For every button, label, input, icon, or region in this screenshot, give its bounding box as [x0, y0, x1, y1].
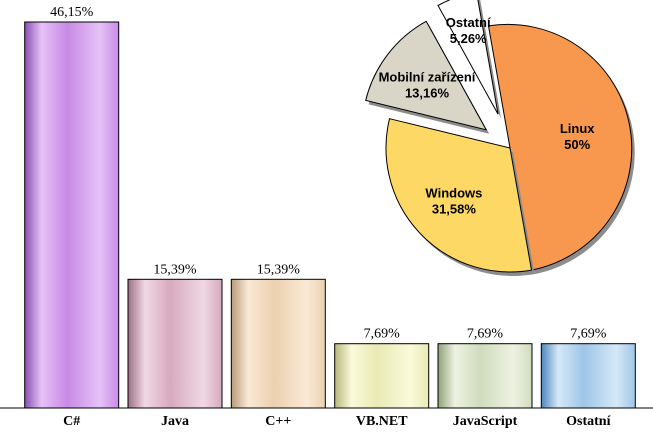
pie-slice-label-1: Windows	[425, 186, 482, 201]
category-label-5: Ostatní	[566, 414, 611, 429]
bar-value-label-2: 15,39%	[257, 262, 301, 277]
category-label-4: JavaScript	[453, 414, 518, 429]
pie-slice-label-0: Linux	[560, 121, 595, 136]
pie-slice-value-3: 5,26%	[450, 31, 487, 46]
bar-4	[437, 343, 533, 409]
bar-2	[230, 278, 326, 409]
pie-slice-value-0: 50%	[564, 137, 590, 152]
bar-0	[24, 21, 120, 409]
bar-value-label-1: 15,39%	[153, 262, 197, 277]
bar-value-label-5: 7,69%	[570, 327, 607, 342]
pie-slice-value-2: 13,16%	[405, 86, 450, 101]
pie-slice-2	[365, 20, 488, 131]
pie-slice-0	[487, 23, 633, 271]
category-label-1: Java	[161, 414, 189, 429]
pie-slice-label-2: Mobilní zařízení	[379, 70, 476, 85]
category-label-3: VB.NET	[356, 414, 408, 429]
bar-value-label-4: 7,69%	[467, 327, 504, 342]
pie-slice-3	[437, 0, 499, 115]
pie-slice-label-3: Ostatní	[446, 15, 491, 30]
bar-value-label-0: 46,15%	[50, 5, 94, 20]
category-label-0: C#	[63, 414, 80, 429]
bar-5	[540, 343, 636, 409]
bar-1	[127, 278, 223, 409]
pie-slice-value-1: 31,58%	[432, 202, 477, 217]
pie-slice-1	[385, 118, 533, 273]
bar-chart: 46,15% C# 15,39% Java 15,39% C++ 7,69% VB.NET 7,…	[0, 5, 653, 429]
category-label-2: C++	[265, 414, 291, 429]
bar-3	[334, 343, 430, 409]
bar-value-label-3: 7,69%	[364, 327, 401, 342]
